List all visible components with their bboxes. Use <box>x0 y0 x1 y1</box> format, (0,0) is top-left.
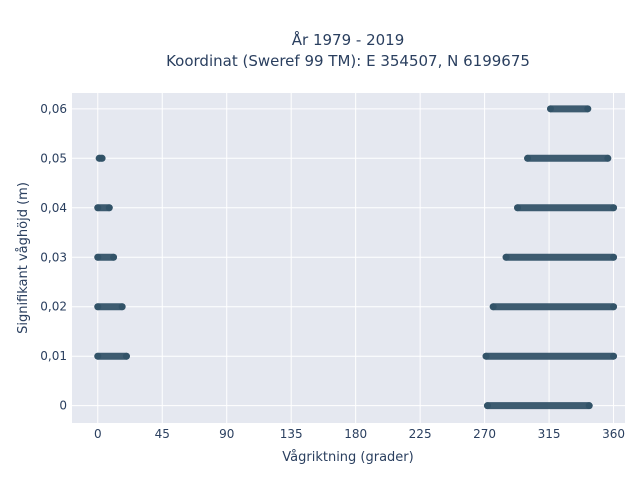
x-tick-label: 225 <box>409 427 432 441</box>
x-tick-label: 90 <box>219 427 234 441</box>
x-tick-label: 135 <box>280 427 303 441</box>
y-tick-label: 0 <box>59 399 67 413</box>
scatter-point <box>610 253 618 261</box>
y-tick-label: 0,05 <box>40 151 67 165</box>
chart-title-line-2: Koordinat (Sweref 99 TM): E 354507, N 61… <box>166 52 530 70</box>
scatter-point <box>584 105 592 113</box>
x-tick-label: 270 <box>473 427 496 441</box>
x-tick-label: 0 <box>94 427 102 441</box>
scatter-point <box>483 402 491 410</box>
y-tick-label: 0,04 <box>40 201 67 215</box>
scatter-point <box>98 154 106 162</box>
scatter-point <box>105 204 113 212</box>
scatter-point <box>585 402 593 410</box>
scatter-point <box>610 352 618 360</box>
scatter-point <box>610 204 618 212</box>
y-axis-title: Signifikant våghöjd (m) <box>16 182 31 334</box>
scatter-point <box>524 154 532 162</box>
scatter-point <box>502 253 510 261</box>
scatter-point <box>94 352 102 360</box>
scatter-point <box>94 253 102 261</box>
scatter-point <box>610 303 618 311</box>
y-tick-label: 0,02 <box>40 300 67 314</box>
x-tick-label: 360 <box>602 427 625 441</box>
scatter-marks <box>94 105 618 410</box>
scatter-point <box>118 303 126 311</box>
y-tick-label: 0,03 <box>40 250 67 264</box>
scatter-point <box>489 303 497 311</box>
x-axis-title: Vågriktning (grader) <box>282 450 413 465</box>
y-tick-label: 0,01 <box>40 349 67 363</box>
scatter-point <box>110 253 118 261</box>
x-tick-labels: 0 45 90 135 180 225 270 315 360 <box>94 427 625 441</box>
scatter-point <box>514 204 522 212</box>
scatter-point <box>94 303 102 311</box>
scatter-point <box>482 352 490 360</box>
scatter-point <box>604 154 612 162</box>
x-tick-label: 180 <box>344 427 367 441</box>
x-tick-label: 315 <box>538 427 561 441</box>
scatter-point <box>94 204 102 212</box>
chart-title-line-1: År 1979 - 2019 <box>292 30 405 49</box>
scatter-point <box>547 105 555 113</box>
y-tick-label: 0,06 <box>40 102 67 116</box>
y-tick-labels: 0 0,01 0,02 0,03 0,04 0,05 0,06 <box>40 102 67 413</box>
scatter-point <box>122 352 130 360</box>
x-tick-label: 45 <box>155 427 170 441</box>
